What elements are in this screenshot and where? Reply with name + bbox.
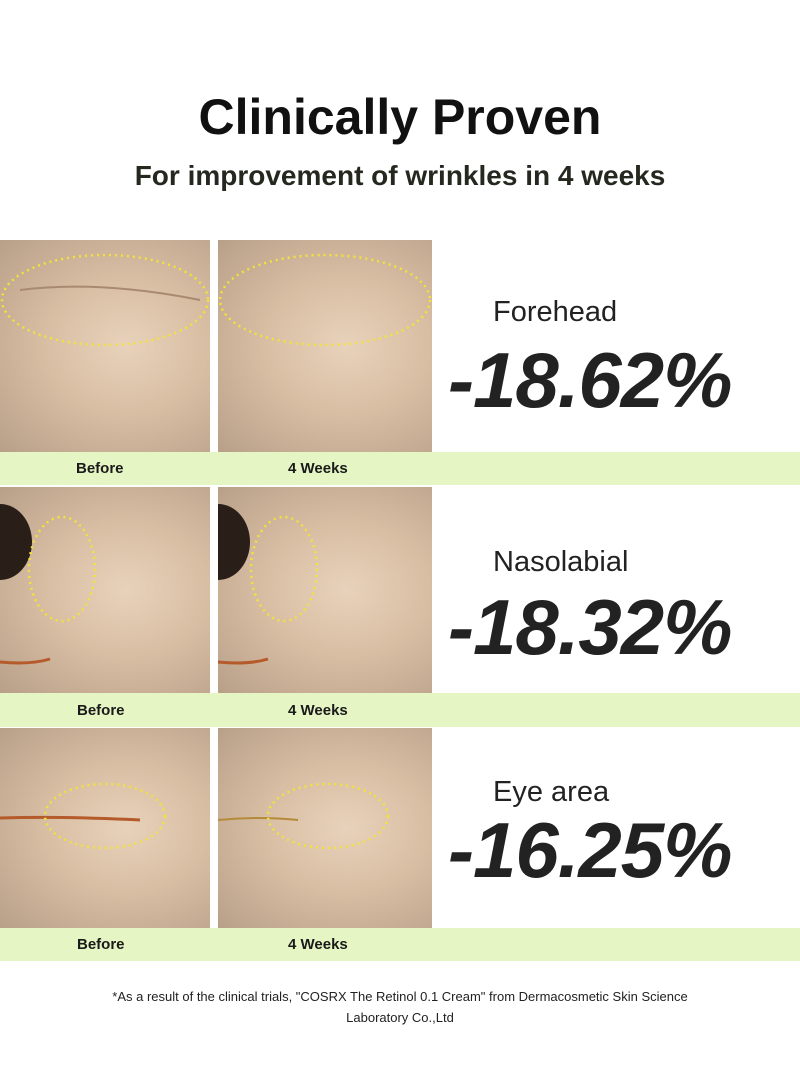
improvement-value: -18.62% xyxy=(448,336,733,424)
after-label: 4 Weeks xyxy=(288,460,348,477)
label-band xyxy=(0,452,800,485)
after-label: 4 Weeks xyxy=(288,702,348,719)
area-name: Forehead xyxy=(493,296,618,328)
nasolabial-before-photo xyxy=(0,487,210,693)
before-label: Before xyxy=(77,702,125,719)
forehead-after-photo xyxy=(218,240,432,452)
area-name: Eye area xyxy=(493,776,610,808)
label-band xyxy=(0,928,800,961)
area-name: Nasolabial xyxy=(493,546,629,578)
eye-area-after-photo xyxy=(218,728,432,928)
footnote: *As a result of the clinical trials, "CO… xyxy=(112,989,688,1025)
label-band xyxy=(0,693,800,727)
after-label: 4 Weeks xyxy=(288,936,348,953)
improvement-value: -16.25% xyxy=(448,806,733,894)
before-label: Before xyxy=(76,460,124,477)
page-subtitle: For improvement of wrinkles in 4 weeks xyxy=(134,160,666,191)
forehead-before-photo xyxy=(0,240,210,452)
eye-area-before-photo xyxy=(0,728,210,928)
improvement-value: -18.32% xyxy=(448,583,733,671)
before-label: Before xyxy=(77,936,125,953)
nasolabial-after-photo xyxy=(218,487,432,693)
page-title: Clinically Proven xyxy=(198,89,602,145)
